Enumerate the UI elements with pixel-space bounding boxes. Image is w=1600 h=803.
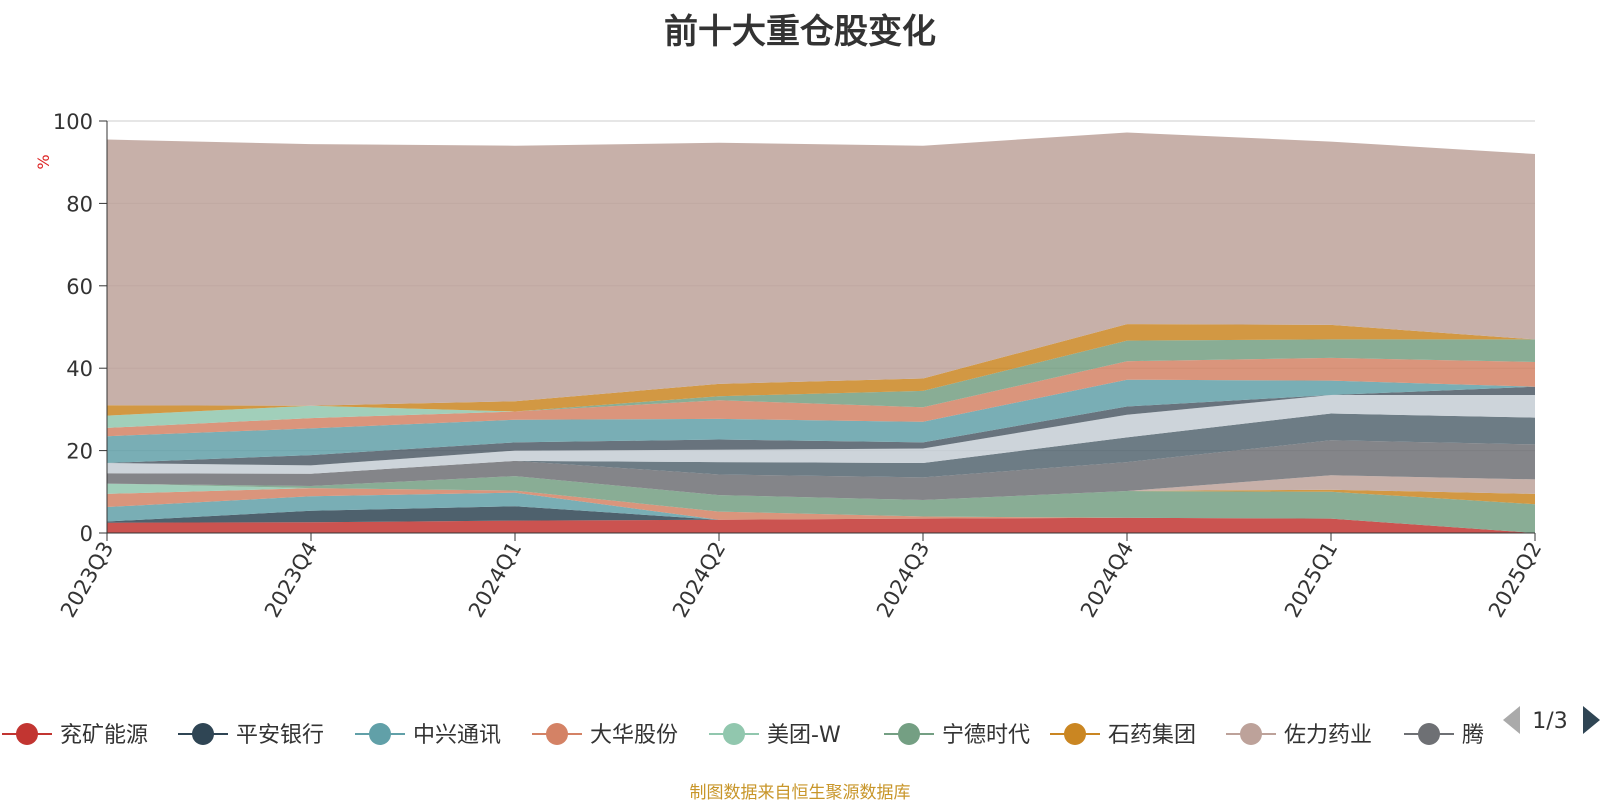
legend-label: 大华股份	[590, 723, 678, 748]
y-tick-label: 0	[80, 522, 93, 546]
legend-label: 美团-W	[767, 723, 841, 748]
area-band-11	[107, 386, 1535, 466]
source-note: 制图数据来自恒生聚源数据库	[689, 783, 911, 803]
area-大华股份	[107, 488, 1535, 533]
area-band-17	[107, 132, 1535, 406]
y-tick-label: 80	[66, 192, 93, 216]
x-tick-label: 2024Q3	[872, 538, 934, 622]
legend-marker-icon	[1418, 723, 1440, 745]
x-tick-label: 2024Q4	[1076, 538, 1138, 622]
legend-item[interactable]: 佐力药业	[1226, 723, 1372, 748]
area-band-16	[107, 324, 1535, 416]
x-tick-label: 2023Q4	[260, 538, 322, 622]
triangle-left-icon[interactable]	[1503, 706, 1520, 734]
triangle-right-icon[interactable]	[1583, 706, 1600, 734]
area-band-15	[107, 339, 1535, 416]
legend-item[interactable]: 兖矿能源	[2, 723, 148, 748]
legend-item[interactable]: 宁德时代	[884, 723, 1030, 748]
x-tick-label: 2025Q2	[1484, 538, 1546, 622]
legend-label: 平安银行	[236, 723, 324, 748]
legend-item[interactable]: 石药集团	[1050, 723, 1196, 748]
legend-item[interactable]: 美团-W	[709, 723, 841, 748]
y-tick-label: 60	[66, 275, 93, 299]
legend: 兖矿能源 平安银行 中兴通讯 大华股份 美团-W 宁德时代 石药集团 佐力药业 腾	[2, 723, 1484, 748]
legend-marker-icon	[723, 723, 745, 745]
area-series	[107, 132, 1535, 533]
x-tick-label: 2025Q1	[1280, 538, 1342, 622]
y-tick-label: 40	[66, 357, 93, 381]
legend-item[interactable]: 腾	[1404, 723, 1484, 748]
legend-label: 中兴通讯	[413, 723, 501, 748]
legend-marker-icon	[546, 723, 568, 745]
x-tick-label: 2024Q2	[668, 538, 730, 622]
legend-marker-icon	[192, 723, 214, 745]
area-band-13	[107, 357, 1535, 437]
legend-marker-icon	[898, 723, 920, 745]
area-兖矿能源	[107, 517, 1535, 533]
legend-page-indicator: 1/3	[1532, 709, 1567, 734]
y-tick-label: 100	[53, 110, 93, 134]
area-美团-W	[107, 483, 1535, 533]
legend-item[interactable]: 大华股份	[532, 723, 678, 748]
chart-title: 前十大重仓股变化	[664, 12, 936, 52]
area-band-12	[107, 379, 1535, 463]
legend-label: 石药集团	[1108, 723, 1196, 748]
legend-marker-icon	[1240, 723, 1262, 745]
legend-item[interactable]: 中兴通讯	[355, 723, 501, 748]
legend-marker-icon	[16, 723, 38, 745]
legend-item[interactable]: 平安银行	[178, 723, 324, 748]
area-band-10	[107, 395, 1535, 474]
legend-label: 宁德时代	[942, 723, 1030, 748]
area-平安银行	[107, 506, 1535, 533]
area-腾	[107, 440, 1535, 500]
area-band-14	[107, 357, 1535, 428]
x-tick-label: 2023Q3	[56, 538, 118, 622]
area-佐力药业	[107, 475, 1535, 500]
legend-label: 兖矿能源	[60, 723, 148, 748]
legend-label: 佐力药业	[1284, 723, 1372, 748]
area-中兴通讯	[107, 492, 1535, 533]
area-band-9	[107, 413, 1535, 478]
legend-pager: 1/3	[1503, 706, 1600, 734]
legend-marker-icon	[1064, 723, 1086, 745]
legend-marker-icon	[369, 723, 391, 745]
legend-label: 腾	[1462, 723, 1484, 748]
area-宁德时代	[107, 476, 1535, 533]
y-axis-unit: %	[34, 154, 53, 169]
x-tick-label: 2024Q1	[464, 538, 526, 622]
y-tick-label: 20	[66, 440, 93, 464]
